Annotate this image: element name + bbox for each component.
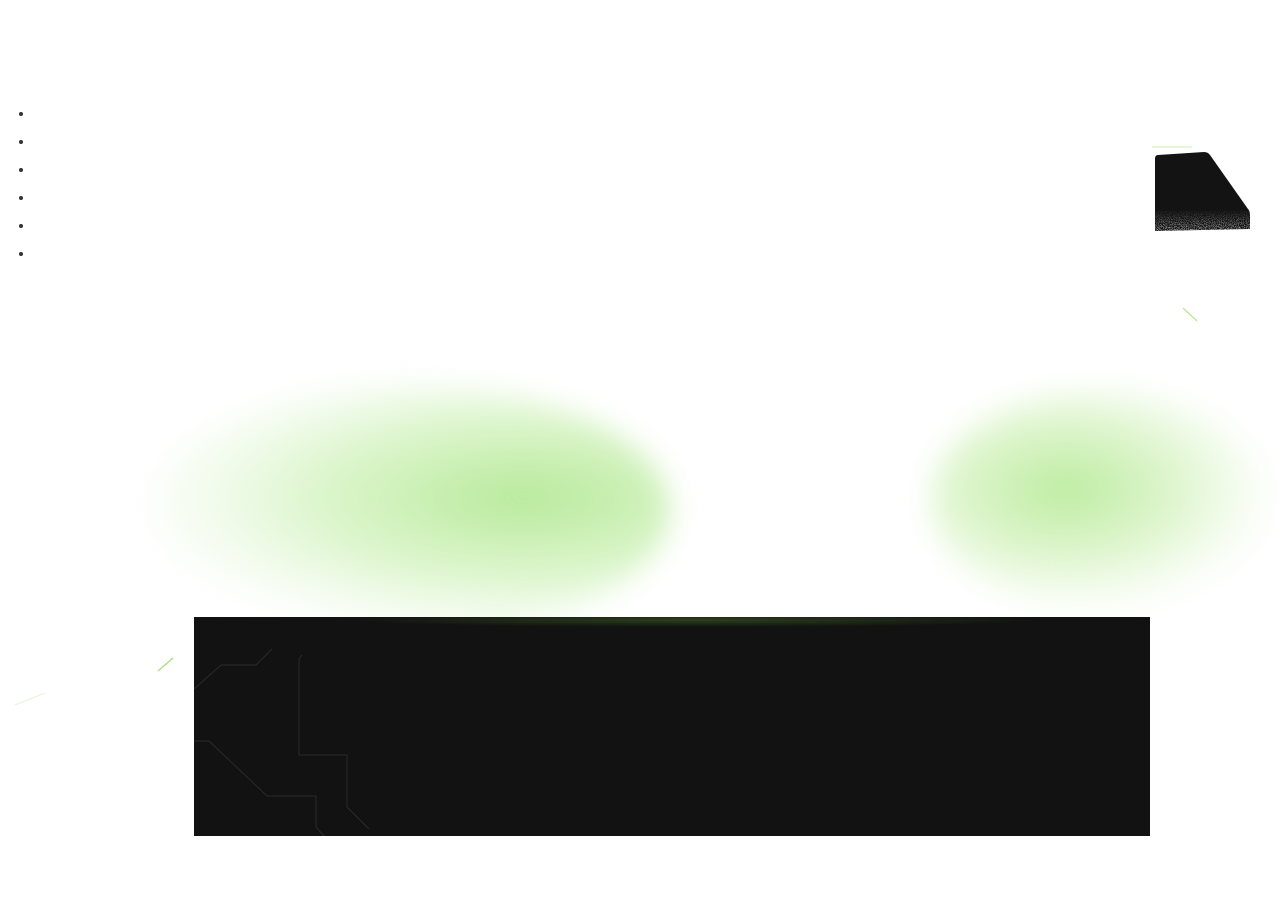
- dark-panel: [194, 617, 1150, 836]
- circuit-lines-icon: [194, 648, 370, 836]
- noise-card-icon: [1152, 146, 1250, 231]
- panel-top-glow: [344, 617, 1044, 627]
